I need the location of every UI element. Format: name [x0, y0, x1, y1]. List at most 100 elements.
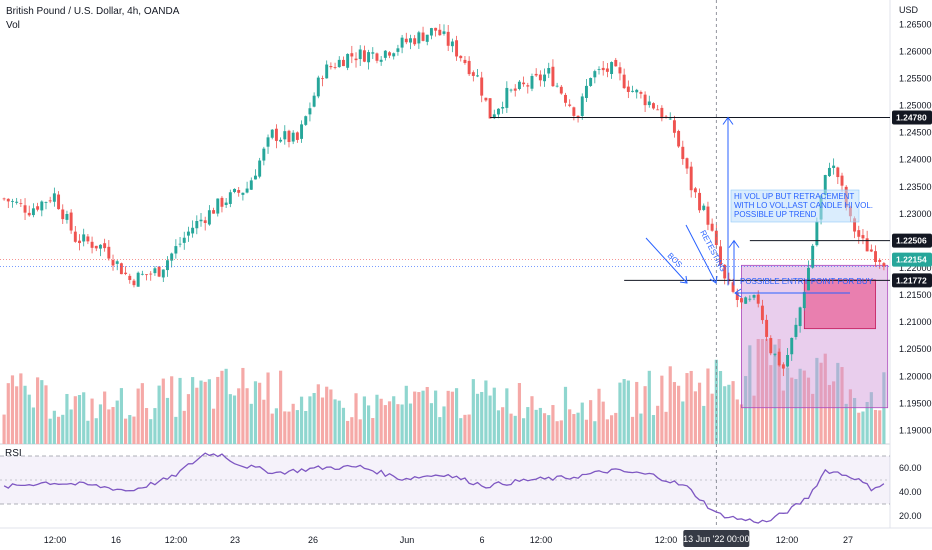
- target-arrow-head: [722, 116, 734, 125]
- candle-body: [442, 31, 446, 34]
- candle-body: [228, 192, 232, 204]
- candle-body: [216, 198, 220, 214]
- volume-bar: [128, 415, 132, 444]
- price-tick-label: 1.24000: [899, 155, 932, 165]
- volume-bar: [681, 401, 685, 444]
- time-axis[interactable]: 12:001612:002326Jun612:0012:002012:00271…: [44, 530, 853, 547]
- volume-bar: [140, 383, 144, 444]
- retest-arrow: [685, 224, 717, 284]
- price-tag-label: 1.24780: [896, 112, 927, 122]
- volume-bar: [454, 388, 459, 444]
- rsi-indicator-label[interactable]: RSI: [5, 448, 22, 459]
- note-line-3: POSSIBLE UP TREND: [734, 210, 817, 219]
- candle-body: [262, 148, 266, 161]
- candle-body: [647, 101, 651, 106]
- rsi-axis[interactable]: 60.00 40.00 20.00: [899, 463, 922, 521]
- volume-bar: [249, 403, 253, 444]
- candle-body: [710, 223, 714, 231]
- volume-bar: [484, 380, 488, 444]
- volume-bar: [69, 409, 73, 444]
- volume-bar: [195, 387, 199, 444]
- candle-body: [723, 264, 727, 279]
- volume-bar: [325, 386, 329, 444]
- candle-body: [186, 231, 190, 236]
- annotations[interactable]: BOS RETESTING POSSIBLE ENTRY POINT FOR B…: [645, 116, 874, 298]
- symbol-title[interactable]: British Pound / U.S. Dollar, 4h, OANDA: [6, 6, 180, 17]
- candle-body: [555, 85, 559, 87]
- candle-body: [735, 292, 739, 301]
- candle-body: [568, 104, 572, 106]
- candle-body: [388, 52, 392, 56]
- volume-bar: [656, 405, 660, 444]
- volume-bar: [744, 376, 748, 444]
- candle-body: [719, 246, 722, 265]
- volume-bar: [61, 414, 65, 444]
- candle-body: [212, 210, 216, 214]
- candles: [2, 23, 886, 377]
- volume-bar: [806, 377, 811, 444]
- candle-body: [358, 49, 362, 60]
- candle-body: [471, 72, 475, 76]
- candle-body: [681, 146, 685, 160]
- candle-body: [861, 235, 865, 239]
- price-tick-label: 1.23500: [899, 182, 932, 192]
- volume-bar: [836, 362, 840, 444]
- horizontal-levels[interactable]: [490, 116, 890, 281]
- candle-body: [266, 137, 270, 147]
- candle-body: [312, 95, 316, 107]
- candle-body: [840, 175, 844, 186]
- volume-bar: [124, 418, 128, 444]
- volume-indicator-label[interactable]: Vol: [6, 20, 20, 31]
- volume-bar: [320, 397, 325, 444]
- volume-bar: [153, 408, 157, 444]
- candle-body: [551, 66, 555, 87]
- candle-body: [605, 68, 609, 72]
- volume-bar: [513, 415, 517, 444]
- candle-body: [379, 59, 383, 62]
- candle-body: [459, 55, 463, 59]
- bos-arrow: [645, 237, 688, 284]
- candle-body: [157, 266, 161, 277]
- time-tick-label: 6: [479, 535, 484, 545]
- candle-body: [224, 202, 228, 205]
- price-tick-label: 1.22000: [899, 263, 932, 273]
- volume-bar: [702, 405, 706, 444]
- candle-body: [425, 34, 429, 42]
- volume-bar: [765, 339, 769, 444]
- volume-bar: [492, 387, 496, 444]
- volume-bar: [203, 381, 207, 444]
- volume-bar: [802, 370, 806, 444]
- volume-bar: [505, 388, 509, 444]
- candle-body: [115, 261, 119, 264]
- price-tick-label: 1.25000: [899, 101, 932, 111]
- price-tag-box: [892, 252, 932, 267]
- candle-body: [689, 166, 693, 191]
- volume-bar: [635, 381, 639, 444]
- volume-bar: [216, 376, 220, 444]
- volume-bar: [421, 390, 425, 444]
- candle-body: [249, 180, 253, 190]
- candle-body: [748, 298, 752, 300]
- volume-bar: [15, 386, 19, 444]
- volume-bar: [387, 401, 392, 444]
- volume-bar: [840, 367, 844, 444]
- candle-body: [547, 68, 551, 74]
- candle-body: [245, 188, 249, 193]
- candle-body: [65, 214, 69, 220]
- candle-body: [505, 87, 509, 108]
- volume-bar: [2, 414, 6, 444]
- volume-bar: [316, 384, 320, 444]
- candle-body: [383, 50, 387, 58]
- volume-bar: [404, 385, 408, 444]
- volume-bar: [199, 380, 203, 444]
- candle-body: [438, 29, 442, 36]
- candle-body: [790, 337, 794, 355]
- candle-body: [576, 115, 580, 118]
- candle-body: [409, 38, 412, 43]
- order-block-box[interactable]: [803, 279, 876, 330]
- candle-body: [756, 294, 760, 304]
- candle-body: [354, 58, 358, 61]
- price-tag-label: 1.21772: [896, 275, 927, 285]
- candle-body: [371, 52, 375, 54]
